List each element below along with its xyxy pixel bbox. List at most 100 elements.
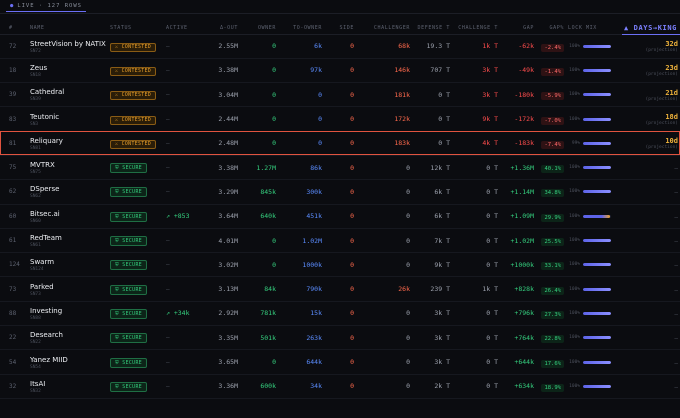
subnet-name: Bitsec.ai: [30, 209, 60, 218]
name-cell[interactable]: Yanez MIID SN54: [28, 350, 108, 374]
name-cell[interactable]: Swarm SN124: [28, 253, 108, 277]
top-bar: ● LIVE · 127 ROWS: [0, 0, 680, 14]
col-defense-header[interactable]: DEFENSE T: [412, 22, 452, 35]
col-gap-pct-header[interactable]: GAP%: [536, 22, 566, 35]
live-tab[interactable]: ● LIVE · 127 ROWS: [6, 1, 86, 12]
owner-cell: 0: [272, 90, 276, 99]
table-row[interactable]: 60 Bitsec.ai SN60 ⛨ SECURE ↗ +853 3.64M 640k 45…: [0, 204, 680, 229]
col-side-header[interactable]: SIDE: [324, 22, 356, 35]
subnet-name: MVTRX: [30, 161, 55, 170]
name-cell[interactable]: Desearch SN22: [28, 326, 108, 350]
col-status-header[interactable]: STATUS: [108, 22, 164, 35]
status-badge: ⛨ SECURE: [110, 163, 148, 174]
table-row[interactable]: 88 Investing SN88 ⛨ SECURE ↗ +34k 2.92M 781k 15…: [0, 301, 680, 326]
challenger-cell: 0: [406, 358, 410, 366]
aout-cell: 3.04M: [218, 90, 238, 99]
col-rank-header[interactable]: #: [0, 22, 28, 35]
table-row[interactable]: 39 Cathedral SN39 ⚔ CONTESTED —3.04M 0 0 0 181k 0…: [0, 83, 680, 107]
subnet-name: Cathedral: [30, 88, 65, 97]
gap-cell: +1.09M: [510, 212, 534, 221]
table-row[interactable]: 54 Yanez MIID SN54 ⛨ SECURE —3.65M 0 644k 0 0 3k …: [0, 350, 680, 375]
gap-pct-cell: -1.4%: [536, 58, 566, 82]
name-cell[interactable]: Cathedral SN39: [28, 83, 108, 107]
name-cell[interactable]: Reliquary SN81: [28, 131, 108, 155]
name-cell[interactable]: Parked SN73: [28, 277, 108, 301]
days-king-cell: —: [622, 180, 680, 204]
to-owner-cell: 644k: [306, 358, 322, 366]
name-cell[interactable]: Teutonic SN3: [28, 107, 108, 131]
table-row[interactable]: 75 MVTRX SN75 ⛨ SECURE —3.38M 1.27M 86k 0 0 12k T…: [0, 155, 680, 180]
lock-bar-fill: [583, 44, 611, 48]
aout-cell: 3.35M: [218, 333, 238, 342]
status-cell: ⚔ CONTESTED: [108, 83, 164, 107]
lock-mix: 100%: [568, 238, 620, 243]
subnet-name: Reliquary: [30, 136, 63, 145]
name-cell[interactable]: StreetVision by NATIX SN72: [28, 34, 108, 58]
name-cell[interactable]: RedTeam SN61: [28, 228, 108, 252]
status-cell: ⛨ SECURE: [108, 277, 164, 301]
name-cell[interactable]: ItsAI SN32: [28, 374, 108, 398]
aout-cell: 2.55M: [218, 42, 238, 51]
col-days-king-header[interactable]: ▲ DAYS→KING: [622, 22, 680, 35]
lock-mix: 100%: [568, 287, 620, 292]
lock-bar: [583, 360, 611, 364]
lock-mix-cell: 100%: [566, 83, 622, 107]
col-gap-header[interactable]: GAP: [500, 22, 536, 35]
side-cell: 0: [350, 139, 354, 148]
subnet-table: # NAME STATUS ACTIVE Δ-OUT OWNER TO-OWNER SIDE C…: [0, 22, 680, 399]
lock-bar: [583, 68, 611, 72]
challenger-cell: 183k: [394, 139, 410, 148]
status-cell: ⛨ SECURE: [108, 350, 164, 374]
name-cell[interactable]: Bitsec.ai SN60: [28, 204, 108, 228]
challenge-cell: 3k T: [482, 66, 498, 75]
table-row[interactable]: 18 Zeus SN18 ⚔ CONTESTED —3.38M 0 97k 0 146k 707 …: [0, 58, 680, 83]
table-row[interactable]: 22 Desearch SN22 ⛨ SECURE —3.35M 501k 263k 0 0 3k…: [0, 326, 680, 350]
status-cell: ⛨ SECURE: [108, 301, 164, 325]
col-challenger-header[interactable]: CHALLENGER: [356, 22, 412, 35]
table-row[interactable]: 81 Reliquary SN81 ⚔ CONTESTED —2.48M 0 0 0 183k 0…: [0, 131, 680, 156]
days-value: —: [674, 213, 678, 221]
rank-cell: 124: [9, 261, 20, 269]
gap-pct-badge: -5.9%: [541, 92, 564, 101]
gap-cell: -180k: [514, 90, 534, 99]
gap-pct-badge: 27.3%: [541, 310, 564, 319]
lock-mix: 100%: [568, 68, 620, 73]
name-cell[interactable]: Investing SN88: [28, 301, 108, 325]
table-row[interactable]: 62 DSperse SN62 ⛨ SECURE —3.29M 845k 300k 0 0 6k …: [0, 180, 680, 205]
days-king-cell: 10d (projection): [622, 131, 680, 155]
lock-mix-cell: 100%: [566, 253, 622, 277]
col-owner-header[interactable]: OWNER: [240, 22, 278, 35]
lock-mix-cell: 100%: [566, 374, 622, 398]
status-badge: ⚔ CONTESTED: [110, 66, 157, 76]
lock-bar: [583, 311, 611, 315]
col-challenge-header[interactable]: CHALLENGE T: [452, 22, 500, 35]
table-row[interactable]: 83 Teutonic SN3 ⚔ CONTESTED —2.44M 0 0 0 172k 0 T…: [0, 107, 680, 132]
side-cell: 0: [350, 333, 354, 342]
defense-cell: 6k T: [434, 187, 450, 196]
col-aout-header[interactable]: Δ-OUT: [204, 22, 240, 35]
side-cell: 0: [350, 163, 354, 172]
status-badge: ⛨ SECURE: [110, 357, 148, 368]
status-badge: ⚔ CONTESTED: [110, 91, 157, 101]
active-cell: —: [166, 334, 170, 342]
rank-cell: 18: [9, 66, 17, 74]
lock-mix: 100%: [568, 384, 620, 389]
table-row[interactable]: 73 Parked SN73 ⛨ SECURE —3.13M 84k 790k 0 26k 239…: [0, 277, 680, 302]
lock-mix: 100%: [568, 360, 620, 365]
days-value: —: [674, 359, 678, 367]
lock-bar-fill: [583, 68, 611, 72]
subnet-id: SN61: [30, 243, 41, 249]
col-to-owner-header[interactable]: TO-OWNER: [278, 22, 324, 35]
name-cell[interactable]: Zeus SN18: [28, 58, 108, 82]
name-cell[interactable]: MVTRX SN75: [28, 155, 108, 179]
days-king-cell: 23d (projection): [622, 58, 680, 82]
gap-pct-badge: -7.4%: [541, 140, 564, 149]
col-active-header[interactable]: ACTIVE: [164, 22, 204, 35]
col-name-header[interactable]: NAME: [28, 22, 108, 35]
table-row[interactable]: 72 StreetVision by NATIX SN72 ⚔ CONTESTED —2…: [0, 34, 680, 59]
name-cell[interactable]: DSperse SN62: [28, 180, 108, 204]
col-lock-mix-header[interactable]: LOCK MIX: [566, 22, 622, 35]
